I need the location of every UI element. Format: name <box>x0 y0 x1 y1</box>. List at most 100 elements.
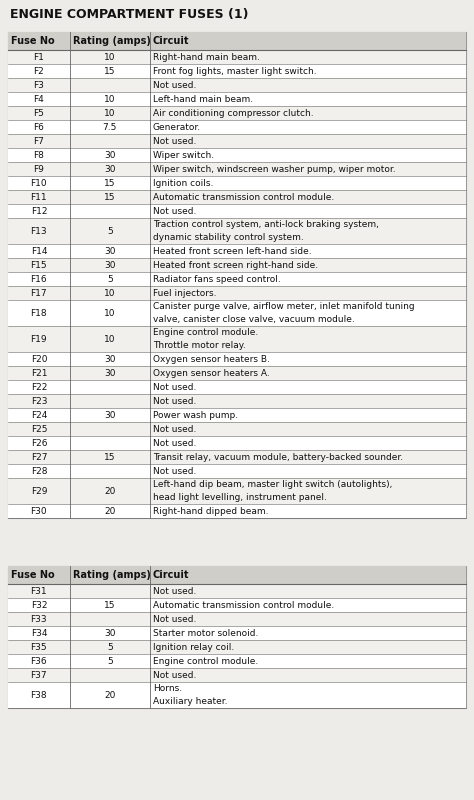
Text: Engine control module.: Engine control module. <box>153 657 258 666</box>
Bar <box>8 612 466 626</box>
Bar <box>8 352 466 366</box>
Text: 5: 5 <box>107 274 113 283</box>
Text: F9: F9 <box>34 165 45 174</box>
Text: 30: 30 <box>104 246 116 255</box>
Bar <box>8 134 466 148</box>
Text: 5: 5 <box>107 226 113 235</box>
Text: F13: F13 <box>31 226 47 235</box>
Text: Not used.: Not used. <box>153 81 196 90</box>
Text: Not used.: Not used. <box>153 586 196 595</box>
Bar <box>8 380 466 394</box>
Text: F20: F20 <box>31 354 47 363</box>
Text: Not used.: Not used. <box>153 438 196 447</box>
Text: Fuse No: Fuse No <box>11 36 55 46</box>
Bar <box>8 286 466 300</box>
Bar <box>8 120 466 134</box>
Text: F27: F27 <box>31 453 47 462</box>
Bar <box>8 422 466 436</box>
Text: 15: 15 <box>104 66 116 75</box>
Bar <box>8 78 466 92</box>
Text: Not used.: Not used. <box>153 382 196 391</box>
Bar <box>8 682 466 708</box>
Bar <box>8 436 466 450</box>
Text: Circuit: Circuit <box>153 36 190 46</box>
Text: 10: 10 <box>104 309 116 318</box>
Text: Left-hand dip beam, master light switch (autolights),: Left-hand dip beam, master light switch … <box>153 480 392 489</box>
Text: F4: F4 <box>34 94 44 103</box>
Text: F19: F19 <box>31 334 47 343</box>
Bar <box>8 32 466 50</box>
Text: F26: F26 <box>31 438 47 447</box>
Text: F36: F36 <box>31 657 47 666</box>
Text: F5: F5 <box>34 109 45 118</box>
Text: F3: F3 <box>34 81 45 90</box>
Text: Not used.: Not used. <box>153 206 196 215</box>
Bar <box>8 148 466 162</box>
Bar <box>8 464 466 478</box>
Text: Horns.: Horns. <box>153 684 182 693</box>
Text: 10: 10 <box>104 53 116 62</box>
Text: valve, canister close valve, vacuum module.: valve, canister close valve, vacuum modu… <box>153 315 355 324</box>
Bar <box>8 162 466 176</box>
Text: Power wash pump.: Power wash pump. <box>153 410 238 419</box>
Text: 30: 30 <box>104 629 116 638</box>
Text: 20: 20 <box>104 486 116 495</box>
Text: 10: 10 <box>104 109 116 118</box>
Text: F32: F32 <box>31 601 47 610</box>
Bar <box>8 92 466 106</box>
Text: Not used.: Not used. <box>153 425 196 434</box>
Text: F18: F18 <box>31 309 47 318</box>
Text: Fuel injectors.: Fuel injectors. <box>153 289 217 298</box>
Text: Traction control system, anti-lock braking system,: Traction control system, anti-lock braki… <box>153 220 379 229</box>
Bar <box>8 598 466 612</box>
Text: Not used.: Not used. <box>153 466 196 475</box>
Text: Not used.: Not used. <box>153 614 196 623</box>
Text: 5: 5 <box>107 642 113 651</box>
Text: 30: 30 <box>104 354 116 363</box>
Bar <box>8 408 466 422</box>
Text: Canister purge valve, airflow meter, inlet manifold tuning: Canister purge valve, airflow meter, inl… <box>153 302 415 311</box>
Text: Heated front screen left-hand side.: Heated front screen left-hand side. <box>153 246 311 255</box>
Text: F15: F15 <box>31 261 47 270</box>
Bar <box>8 106 466 120</box>
Text: F24: F24 <box>31 410 47 419</box>
Text: Not used.: Not used. <box>153 137 196 146</box>
Bar <box>8 394 466 408</box>
Text: head light levelling, instrument panel.: head light levelling, instrument panel. <box>153 493 327 502</box>
Text: Not used.: Not used. <box>153 670 196 679</box>
Bar <box>8 654 466 668</box>
Text: 10: 10 <box>104 94 116 103</box>
Text: F10: F10 <box>31 178 47 187</box>
Text: Wiper switch.: Wiper switch. <box>153 150 214 159</box>
Text: F38: F38 <box>31 690 47 699</box>
Text: F11: F11 <box>31 193 47 202</box>
Text: F8: F8 <box>34 150 45 159</box>
Text: 10: 10 <box>104 334 116 343</box>
Bar <box>8 450 466 464</box>
Text: Fuse No: Fuse No <box>11 570 55 580</box>
Text: Automatic transmission control module.: Automatic transmission control module. <box>153 601 334 610</box>
Text: F30: F30 <box>31 506 47 515</box>
Text: Wiper switch, windscreen washer pump, wiper motor.: Wiper switch, windscreen washer pump, wi… <box>153 165 396 174</box>
Text: F17: F17 <box>31 289 47 298</box>
Bar <box>8 366 466 380</box>
Text: F16: F16 <box>31 274 47 283</box>
Text: Generator.: Generator. <box>153 122 201 131</box>
Text: 15: 15 <box>104 178 116 187</box>
Text: 5: 5 <box>107 657 113 666</box>
Bar <box>8 190 466 204</box>
Text: 30: 30 <box>104 150 116 159</box>
Bar <box>8 566 466 708</box>
Text: 30: 30 <box>104 410 116 419</box>
Text: F25: F25 <box>31 425 47 434</box>
Text: Not used.: Not used. <box>153 397 196 406</box>
Bar <box>8 176 466 190</box>
Text: 15: 15 <box>104 601 116 610</box>
Bar <box>8 272 466 286</box>
Text: ENGINE COMPARTMENT FUSES (1): ENGINE COMPARTMENT FUSES (1) <box>10 8 248 21</box>
Text: F31: F31 <box>31 586 47 595</box>
Text: 20: 20 <box>104 690 116 699</box>
Text: F1: F1 <box>34 53 45 62</box>
Text: Auxiliary heater.: Auxiliary heater. <box>153 697 228 706</box>
Bar <box>8 668 466 682</box>
